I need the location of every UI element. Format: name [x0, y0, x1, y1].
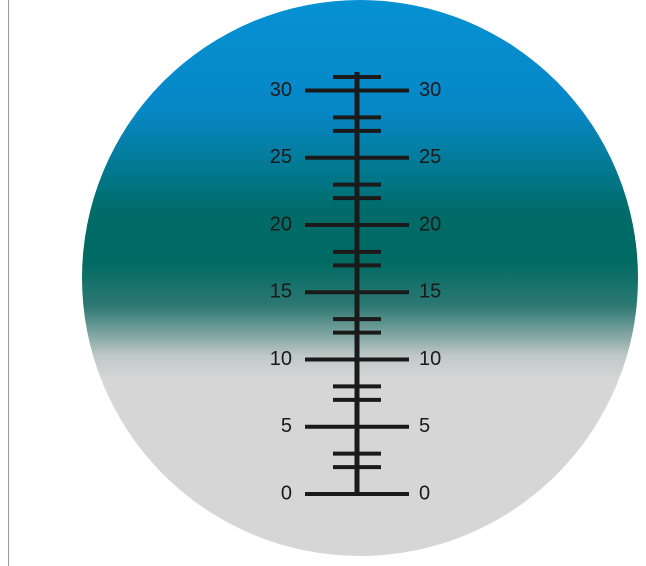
tick-label-right-20: 20: [419, 213, 441, 235]
measurement-scale: 0 0 5 5 10 10 15 15 20 20 25 25 30 30: [270, 72, 441, 504]
tick-label-left-0: 0: [281, 482, 292, 504]
tick-label-right-0: 0: [419, 482, 430, 504]
tick-label-right-5: 5: [419, 415, 430, 437]
tick-label-right-30: 30: [419, 79, 441, 101]
tick-label-left-15: 15: [270, 281, 292, 303]
tick-label-right-10: 10: [419, 348, 441, 370]
left-frame-border: [8, 0, 9, 566]
tick-label-left-25: 25: [270, 146, 292, 168]
tick-label-left-30: 30: [270, 79, 292, 101]
tick-label-right-25: 25: [419, 146, 441, 168]
tick-label-left-5: 5: [281, 415, 292, 437]
view-field-circle: [82, 0, 638, 556]
tick-label-left-20: 20: [270, 213, 292, 235]
tick-label-left-10: 10: [270, 348, 292, 370]
tick-label-right-15: 15: [419, 281, 441, 303]
